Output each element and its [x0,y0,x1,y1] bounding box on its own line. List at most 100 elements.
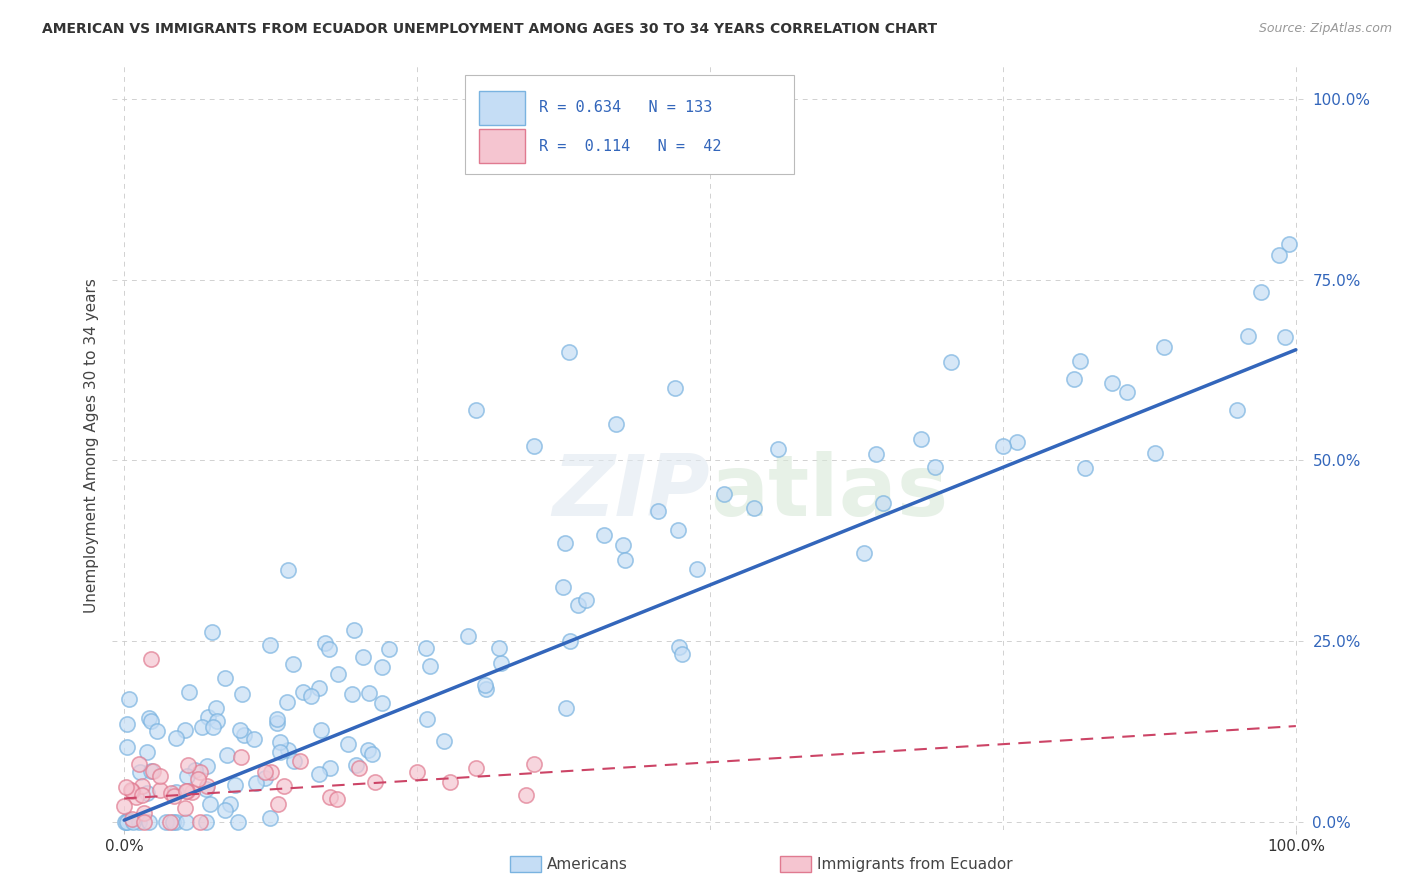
Point [515,789,537,803]
Point [326,792,349,806]
Point [202,720,225,734]
Point [340,687,363,701]
Text: AMERICAN VS IMMIGRANTS FROM ECUADOR UNEMPLOYMENT AMONG AGES 30 TO 34 YEARS CORRE: AMERICAN VS IMMIGRANTS FROM ECUADOR UNEM… [42,22,938,37]
Point [155,815,177,830]
Y-axis label: Unemployment Among Ages 30 to 34 years: Unemployment Among Ages 30 to 34 years [83,278,98,614]
Point [1268,248,1291,262]
Point [309,723,332,737]
Point [612,538,634,552]
Point [457,629,479,643]
Point [1226,402,1249,417]
Point [558,345,581,359]
FancyBboxPatch shape [465,76,794,174]
Point [231,687,253,701]
Point [131,779,153,793]
Point [433,734,456,748]
Point [121,783,143,797]
Point [180,785,202,799]
Point [592,527,614,541]
Point [647,504,669,518]
Point [308,681,330,696]
Point [243,731,266,746]
Point [713,487,735,501]
Point [269,735,291,749]
Point [125,789,148,804]
Point [357,686,380,700]
Point [1274,330,1296,344]
Point [291,684,314,698]
Point [344,758,367,772]
Point [195,779,218,793]
Point [360,747,382,761]
Point [558,633,581,648]
Point [1144,446,1167,460]
Point [326,667,349,681]
Point [120,783,142,797]
Point [131,788,153,802]
Point [314,636,336,650]
Point [174,784,197,798]
Text: ZIP: ZIP [553,450,710,533]
Point [371,696,394,710]
Point [163,789,186,803]
Point [117,813,139,827]
Point [276,695,298,709]
Point [115,780,138,794]
Text: Americans: Americans [547,857,628,871]
Point [523,757,546,772]
Point [215,748,238,763]
Point [872,496,894,510]
Point [939,355,962,369]
Point [135,786,157,800]
Point [188,815,211,830]
Point [231,750,253,764]
Point [232,728,254,742]
Point [136,745,159,759]
Point [115,815,138,830]
Point [120,814,142,829]
Point [115,739,138,754]
Point [742,501,765,516]
Point [200,797,222,811]
Point [281,657,304,672]
Point [924,460,946,475]
Point [139,764,162,779]
Point [165,815,187,830]
Point [523,439,546,453]
Point [204,701,226,715]
Point [1007,434,1029,449]
Point [1278,237,1301,252]
Text: Source: ZipAtlas.com: Source: ZipAtlas.com [1258,22,1392,36]
Point [166,731,188,745]
Point [114,815,136,830]
Point [224,779,246,793]
Point [475,681,498,696]
Point [357,743,380,757]
Point [668,640,690,654]
Point [416,712,439,726]
Point [1237,328,1260,343]
Point [666,523,689,537]
Point [318,761,340,775]
Point [488,640,510,655]
Point [128,756,150,771]
Point [187,772,209,786]
Point [343,623,366,637]
Point [138,815,160,830]
Point [226,815,249,830]
Point [553,580,575,594]
Point [406,764,429,779]
Point [273,779,295,793]
Point [128,765,150,780]
Point [1074,460,1097,475]
Point [260,765,283,780]
Point [165,784,187,798]
Point [371,660,394,674]
Point [174,815,197,830]
Point [378,641,401,656]
Point [1101,376,1123,391]
Point [112,798,135,813]
Point [308,766,330,780]
Point [686,562,709,576]
Text: R =  0.114   N =  42: R = 0.114 N = 42 [538,138,721,153]
